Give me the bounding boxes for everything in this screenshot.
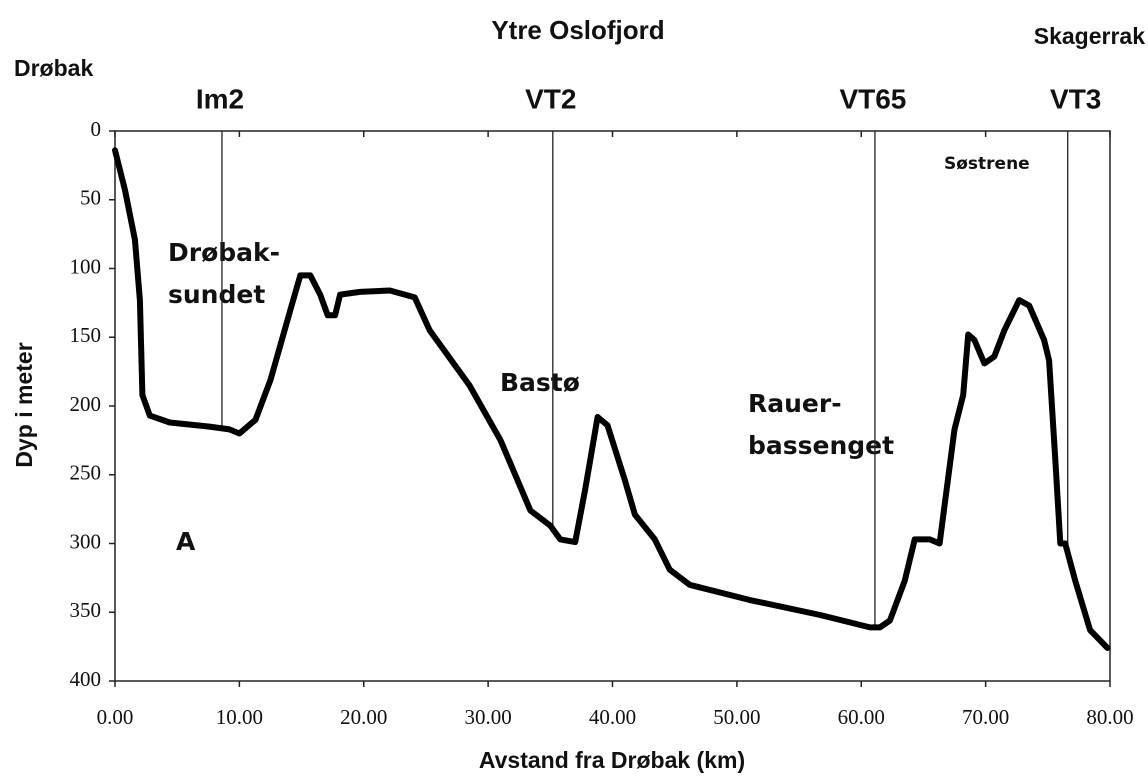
x-tick-label: 80.00 — [1086, 705, 1133, 729]
y-axis-label: Dyp i meter — [11, 342, 37, 467]
y-tick-label: 350 — [70, 598, 102, 622]
y-tick-label: 100 — [70, 254, 102, 278]
left-label: Drøbak — [14, 55, 93, 81]
x-tick-label: 50.00 — [713, 705, 760, 729]
y-tick-label: 0 — [91, 117, 102, 141]
right-label: Skagerrak — [1034, 23, 1145, 49]
station-label: VT65 — [839, 83, 906, 114]
station-label: VT2 — [525, 83, 576, 114]
y-tick-label: 400 — [70, 667, 102, 691]
depth-profile — [112, 147, 1111, 651]
y-tick-label: 250 — [70, 461, 102, 485]
chart-title: Ytre Oslofjord — [491, 15, 664, 45]
x-tick-label: 10.00 — [216, 705, 263, 729]
station-label: VT3 — [1050, 83, 1101, 114]
annotation: bassenget — [748, 431, 894, 460]
x-tick-label: 40.00 — [589, 705, 636, 729]
annotation: sundet — [168, 280, 265, 309]
y-tick-label: 200 — [70, 392, 102, 416]
y-tick-label: 300 — [70, 529, 102, 553]
x-tick-label: 60.00 — [838, 705, 885, 729]
x-tick-label: 0.00 — [97, 705, 134, 729]
annotation: A — [176, 527, 196, 556]
station-label: Im2 — [196, 83, 244, 114]
y-tick-label: 150 — [70, 323, 102, 347]
annotation: Søstrene — [944, 154, 1030, 174]
y-tick-label: 50 — [80, 186, 101, 210]
annotation: Bastø — [500, 368, 580, 397]
x-tick-label: 70.00 — [962, 705, 1009, 729]
annotation: Drøbak- — [168, 238, 280, 267]
x-tick-label: 20.00 — [340, 705, 387, 729]
x-axis-label: Avstand fra Drøbak (km) — [479, 747, 745, 773]
annotation: Rauer- — [748, 389, 842, 418]
x-tick-label: 30.00 — [465, 705, 512, 729]
